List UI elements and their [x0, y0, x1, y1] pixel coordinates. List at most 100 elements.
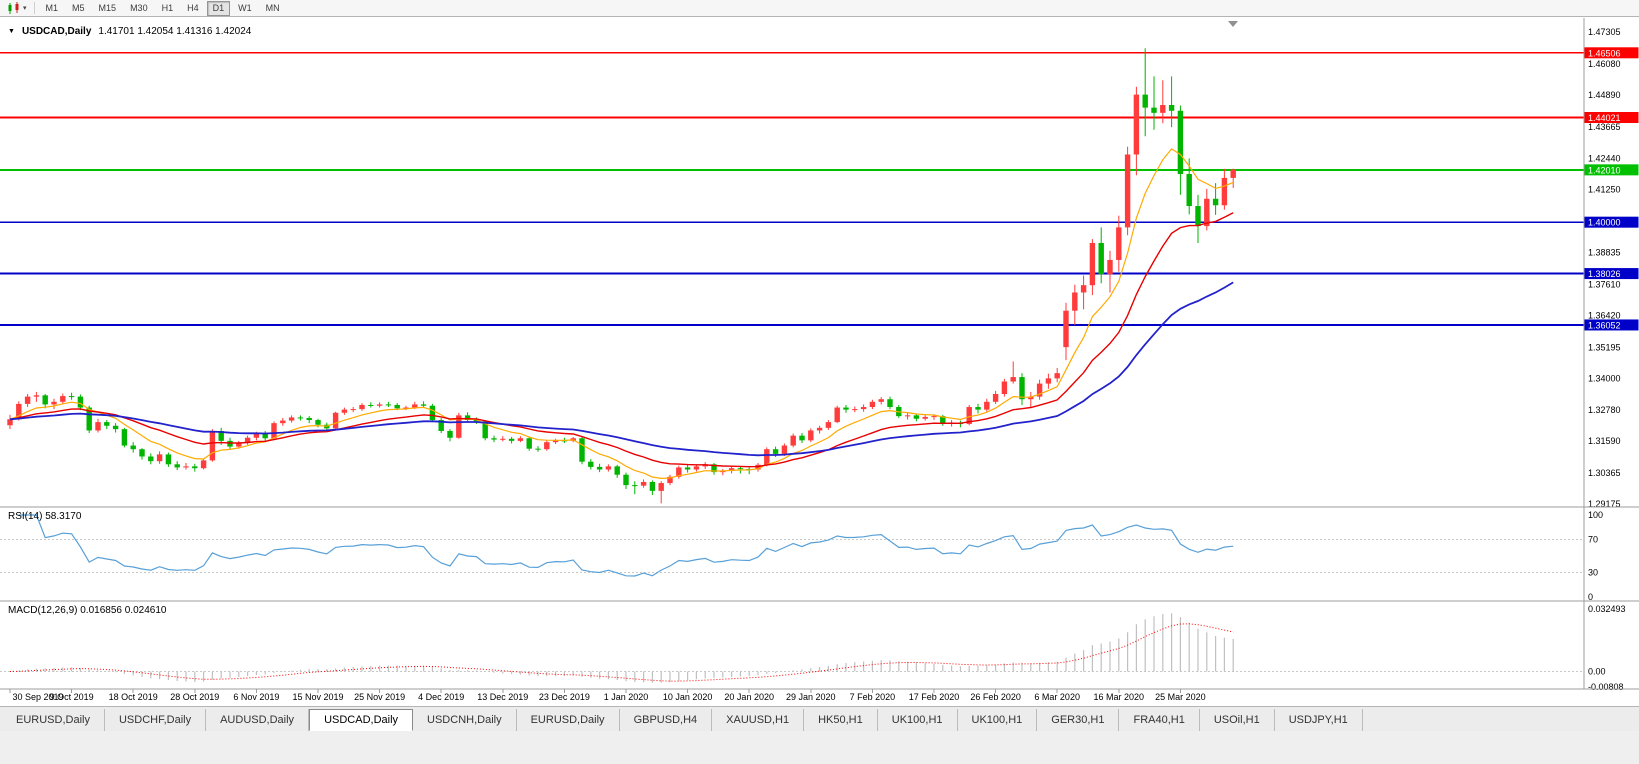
price-badge-1.46506 — [1584, 47, 1639, 59]
macd-axis-label: -0.00808 — [1588, 682, 1624, 692]
price-axis-label: 1.47305 — [1588, 27, 1621, 37]
timeframe-button-m15[interactable]: M15 — [98, 2, 117, 13]
price-badge-1.42010 — [1584, 164, 1639, 176]
chart-tab-usdchf-daily[interactable]: USDCHF,Daily — [105, 709, 207, 731]
price-axis-label: 1.42440 — [1588, 154, 1621, 164]
toolbar: ▾ M1 M5 M15 M30 H1 H4 D1 W1 MN — [0, 0, 1639, 17]
date-label: 26 Feb 2020 — [970, 692, 1021, 702]
chart-title: ▼ USDCAD,Daily 1.41701 1.42054 1.41316 1… — [8, 26, 251, 37]
date-label: 30 Sep 2019 — [12, 692, 63, 702]
chart-type-button[interactable]: ▾ — [3, 1, 30, 15]
price-axis-label: 1.46080 — [1588, 59, 1621, 69]
chart-tab-bar: EURUSD,Daily USDCHF,Daily AUDUSD,Daily USDC… — [0, 706, 1639, 731]
chart-tab-uk100-h1[interactable]: UK100,H1 — [878, 709, 958, 731]
timeframe-button-h4[interactable]: H4 — [187, 2, 199, 13]
date-label: 16 Mar 2020 — [1094, 692, 1145, 702]
timeframe-button-mn[interactable]: MN — [265, 2, 280, 13]
date-label: 9 Oct 2019 — [50, 692, 94, 702]
price-badge-label: 1.40000 — [1588, 218, 1621, 228]
price-badge-label: 1.44021 — [1588, 113, 1621, 123]
ma-line-fast — [9, 148, 1234, 480]
date-label: 6 Nov 2019 — [233, 692, 279, 702]
price-badge-1.38026 — [1584, 268, 1639, 280]
timeframe-button-h1[interactable]: H1 — [161, 2, 174, 13]
price-axis-label: 1.31590 — [1588, 436, 1621, 446]
chart-tab-ger30-h1[interactable]: GER30,H1 — [1037, 709, 1120, 731]
date-label: 25 Mar 2020 — [1155, 692, 1206, 702]
price-badge-label: 1.38026 — [1588, 269, 1621, 279]
date-label: 28 Oct 2019 — [170, 692, 219, 702]
price-axis-label: 1.44890 — [1588, 90, 1621, 100]
price-axis-label: 1.43665 — [1588, 122, 1621, 132]
chart-tab-eurusd-daily[interactable]: EURUSD,Daily — [517, 709, 620, 731]
timeframe-button-m30[interactable]: M30 — [130, 2, 148, 13]
price-axis-label: 1.35195 — [1588, 342, 1621, 352]
date-label: 15 Nov 2019 — [292, 692, 343, 702]
chart-tab-gbpusd-h4[interactable]: GBPUSD,H4 — [620, 709, 713, 731]
timeframe-button-d1[interactable]: D1 — [206, 0, 231, 16]
price-badge-1.44021 — [1584, 111, 1639, 123]
timeframe-button-m5[interactable]: M5 — [72, 2, 85, 13]
date-label: 25 Nov 2019 — [354, 692, 405, 702]
candlestick-series — [7, 48, 1236, 504]
date-label: 7 Feb 2020 — [850, 692, 896, 702]
price-axis-label: 1.32780 — [1588, 405, 1621, 415]
chart-canvas[interactable]: 1.46506 1.44021 1.42010 1.40000 1.38026 1.360… — [0, 18, 1639, 706]
ma-line-medium — [9, 212, 1234, 468]
date-label: 1 Jan 2020 — [604, 692, 649, 702]
macd-label: MACD(12,26,9) 0.016856 0.024610 — [8, 605, 167, 616]
dropdown-arrow-icon: ▾ — [23, 5, 27, 12]
chart-shift-marker[interactable] — [1228, 21, 1238, 27]
chart-tab-eurusd-daily[interactable]: EURUSD,Daily — [2, 709, 105, 731]
chart-tab-usoil-h1[interactable]: USOil,H1 — [1200, 709, 1275, 731]
date-label: 13 Dec 2019 — [477, 692, 528, 702]
chart-tab-hk50-h1[interactable]: HK50,H1 — [804, 709, 878, 731]
chart-background[interactable] — [0, 18, 1639, 706]
toolbar-divider — [33, 2, 35, 14]
timeframe-button-w1[interactable]: W1 — [238, 2, 252, 13]
rsi-axis-label: 30 — [1588, 567, 1598, 577]
macd-signal-line — [9, 623, 1234, 682]
chart-tab-usdjpy-h1[interactable]: USDJPY,H1 — [1275, 709, 1363, 731]
date-label: 4 Dec 2019 — [418, 692, 464, 702]
date-label: 17 Feb 2020 — [909, 692, 960, 702]
rsi-pane: 100 70 30 0 — [0, 510, 1603, 602]
macd-axis-label: 0.00 — [1588, 666, 1606, 676]
ma-line-slow — [9, 281, 1234, 457]
date-label: 29 Jan 2020 — [786, 692, 836, 702]
chart-tab-usdcnh-daily[interactable]: USDCNH,Daily — [413, 709, 517, 731]
rsi-label: RSI(14) 58.3170 — [8, 511, 82, 522]
price-axis[interactable]: 1.46506 1.44021 1.42010 1.40000 1.38026 1.360… — [1584, 27, 1639, 509]
chart-tab-uk100-h1[interactable]: UK100,H1 — [958, 709, 1038, 731]
chart-tab-audusd-daily[interactable]: AUDUSD,Daily — [206, 709, 310, 731]
price-badge-label: 1.42010 — [1588, 165, 1621, 175]
rsi-axis-label: 70 — [1588, 535, 1598, 545]
chart-tab-fra40-h1[interactable]: FRA40,H1 — [1119, 709, 1200, 731]
timeframe-button-m1[interactable]: M1 — [45, 2, 59, 13]
price-badge-label: 1.36052 — [1588, 320, 1621, 330]
date-label: 18 Oct 2019 — [109, 692, 158, 702]
chart-tab-usdcad-daily[interactable]: USDCAD,Daily — [309, 709, 414, 731]
rsi-axis-label: 100 — [1588, 510, 1603, 520]
rsi-axis-label: 0 — [1588, 592, 1593, 602]
macd-pane: 0.032493 0.00 -0.00808 — [0, 604, 1626, 692]
price-axis-label: 1.29175 — [1588, 499, 1621, 509]
timeframe-button-group: M1 M5 M15 M30 H1 H4 D1 W1 MN — [39, 0, 287, 16]
date-label: 23 Dec 2019 — [539, 692, 590, 702]
price-badge-1.36052 — [1584, 319, 1639, 331]
symbol-dropdown-icon[interactable]: ▼ — [8, 27, 15, 35]
chart-tab-xauusd-h1[interactable]: XAUUSD,H1 — [712, 709, 805, 731]
candlestick-chart-icon — [8, 1, 19, 14]
price-axis-label: 1.36420 — [1588, 310, 1621, 320]
price-axis-label: 1.30365 — [1588, 468, 1621, 478]
price-axis-label: 1.34000 — [1588, 373, 1621, 383]
price-axis-label: 1.38835 — [1588, 248, 1621, 258]
date-label: 10 Jan 2020 — [663, 692, 713, 702]
horizontal-lines — [0, 51, 1584, 326]
price-badge-label: 1.46506 — [1588, 48, 1621, 58]
price-axis-label: 1.41250 — [1588, 185, 1621, 195]
rsi-line — [18, 514, 1234, 577]
bottom-filler — [0, 731, 1639, 764]
date-label: 20 Jan 2020 — [724, 692, 774, 702]
